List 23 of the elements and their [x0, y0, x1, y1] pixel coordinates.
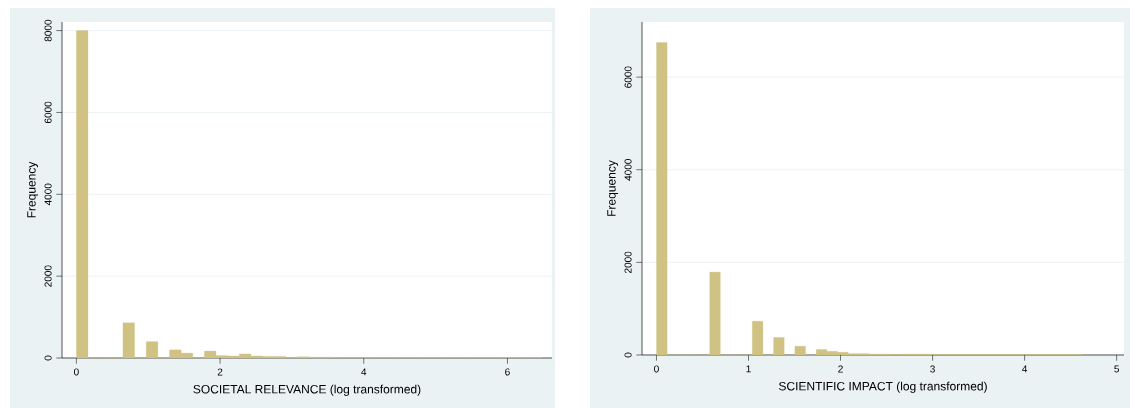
x-tick-label: 2	[838, 365, 843, 373]
y-tick-label: 4000	[44, 183, 52, 206]
y-axis-title: Frequency	[27, 161, 39, 218]
x-tick-label: 4	[361, 368, 367, 376]
y-tick-label: 4000	[624, 159, 632, 181]
x-tick-label: 5	[1114, 365, 1120, 373]
y-tick-label: 6000	[624, 66, 632, 88]
y-tick-label: 6000	[44, 101, 52, 124]
x-tick-label: 4	[1022, 365, 1028, 373]
x-tick-label: 3	[930, 365, 935, 373]
y-tick-label: 0	[624, 352, 632, 358]
x-tick-label: 2	[217, 368, 223, 376]
y-axis-title: Frequency	[607, 160, 619, 216]
x-tick-label: 1	[746, 365, 751, 373]
y-tick-label: 2000	[624, 251, 632, 273]
x-tick-label: 0	[654, 365, 659, 373]
x-tick-label: 0	[73, 368, 79, 376]
x-tick-label: 6	[505, 368, 510, 376]
y-tick-label: 0	[44, 355, 52, 361]
x-axis-title: SOCIETAL RELEVANCE (log transformed)	[193, 384, 421, 396]
x-axis-title: SCIENTIFIC IMPACT (log transformed)	[778, 381, 987, 393]
y-tick-label: 2000	[44, 265, 52, 287]
y-tick-label: 8000	[44, 19, 52, 42]
